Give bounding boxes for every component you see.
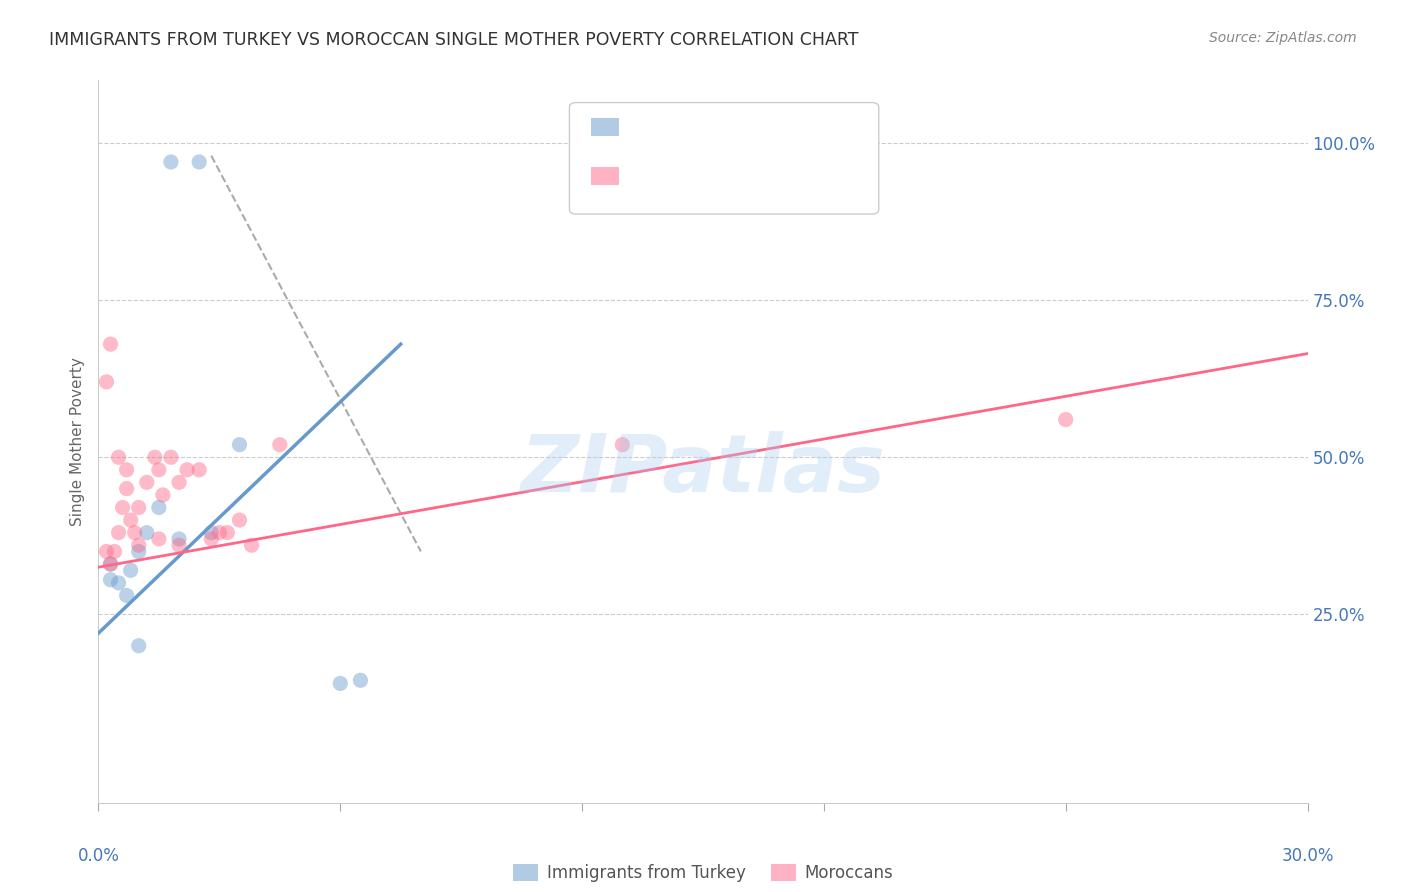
Point: [128, 544, 150, 558]
Point: [124, 525, 146, 540]
Y-axis label: Single Mother Poverty: Single Mother Poverty: [69, 357, 84, 526]
Point: [120, 563, 142, 577]
Point: [152, 488, 174, 502]
Point: [128, 639, 150, 653]
Point: [115, 463, 138, 477]
Point: [228, 438, 250, 452]
Point: [111, 500, 134, 515]
Text: IMMIGRANTS FROM TURKEY VS MOROCCAN SINGLE MOTHER POVERTY CORRELATION CHART: IMMIGRANTS FROM TURKEY VS MOROCCAN SINGL…: [49, 31, 859, 49]
Point: [176, 463, 198, 477]
Point: [148, 463, 170, 477]
Text: 0.0%: 0.0%: [77, 847, 120, 864]
Point: [96, 375, 118, 389]
Point: [115, 482, 138, 496]
Point: [200, 525, 222, 540]
Point: [160, 450, 183, 465]
Point: [160, 155, 183, 169]
Point: [188, 155, 211, 169]
Text: R = 0.436   N = 32: R = 0.436 N = 32: [626, 168, 810, 186]
Point: [107, 450, 129, 465]
Point: [135, 525, 157, 540]
Point: [208, 525, 231, 540]
Point: [188, 463, 211, 477]
Point: [612, 438, 634, 452]
Legend: Immigrants from Turkey, Moroccans: Immigrants from Turkey, Moroccans: [506, 857, 900, 888]
Point: [269, 438, 291, 452]
Point: [349, 673, 371, 688]
Point: [103, 544, 125, 558]
Point: [167, 475, 190, 490]
Text: 30.0%: 30.0%: [1281, 847, 1334, 864]
Point: [128, 538, 150, 552]
Point: [115, 589, 138, 603]
Point: [167, 538, 190, 552]
Point: [200, 532, 222, 546]
Point: [128, 500, 150, 515]
Point: [148, 500, 170, 515]
Point: [217, 525, 239, 540]
Point: [100, 557, 122, 571]
Point: [107, 525, 129, 540]
Text: Source: ZipAtlas.com: Source: ZipAtlas.com: [1209, 31, 1357, 45]
Point: [167, 532, 190, 546]
Point: [120, 513, 142, 527]
Point: [228, 513, 250, 527]
Point: [1054, 412, 1077, 426]
Text: ZIPatlas: ZIPatlas: [520, 432, 886, 509]
Point: [143, 450, 166, 465]
Point: [135, 475, 157, 490]
Text: R = 0.429   N = 16: R = 0.429 N = 16: [626, 119, 810, 136]
Point: [107, 575, 129, 590]
Point: [240, 538, 263, 552]
Point: [100, 573, 122, 587]
Point: [148, 532, 170, 546]
Point: [96, 544, 118, 558]
Point: [329, 676, 352, 690]
Point: [100, 337, 122, 351]
Point: [100, 557, 122, 571]
